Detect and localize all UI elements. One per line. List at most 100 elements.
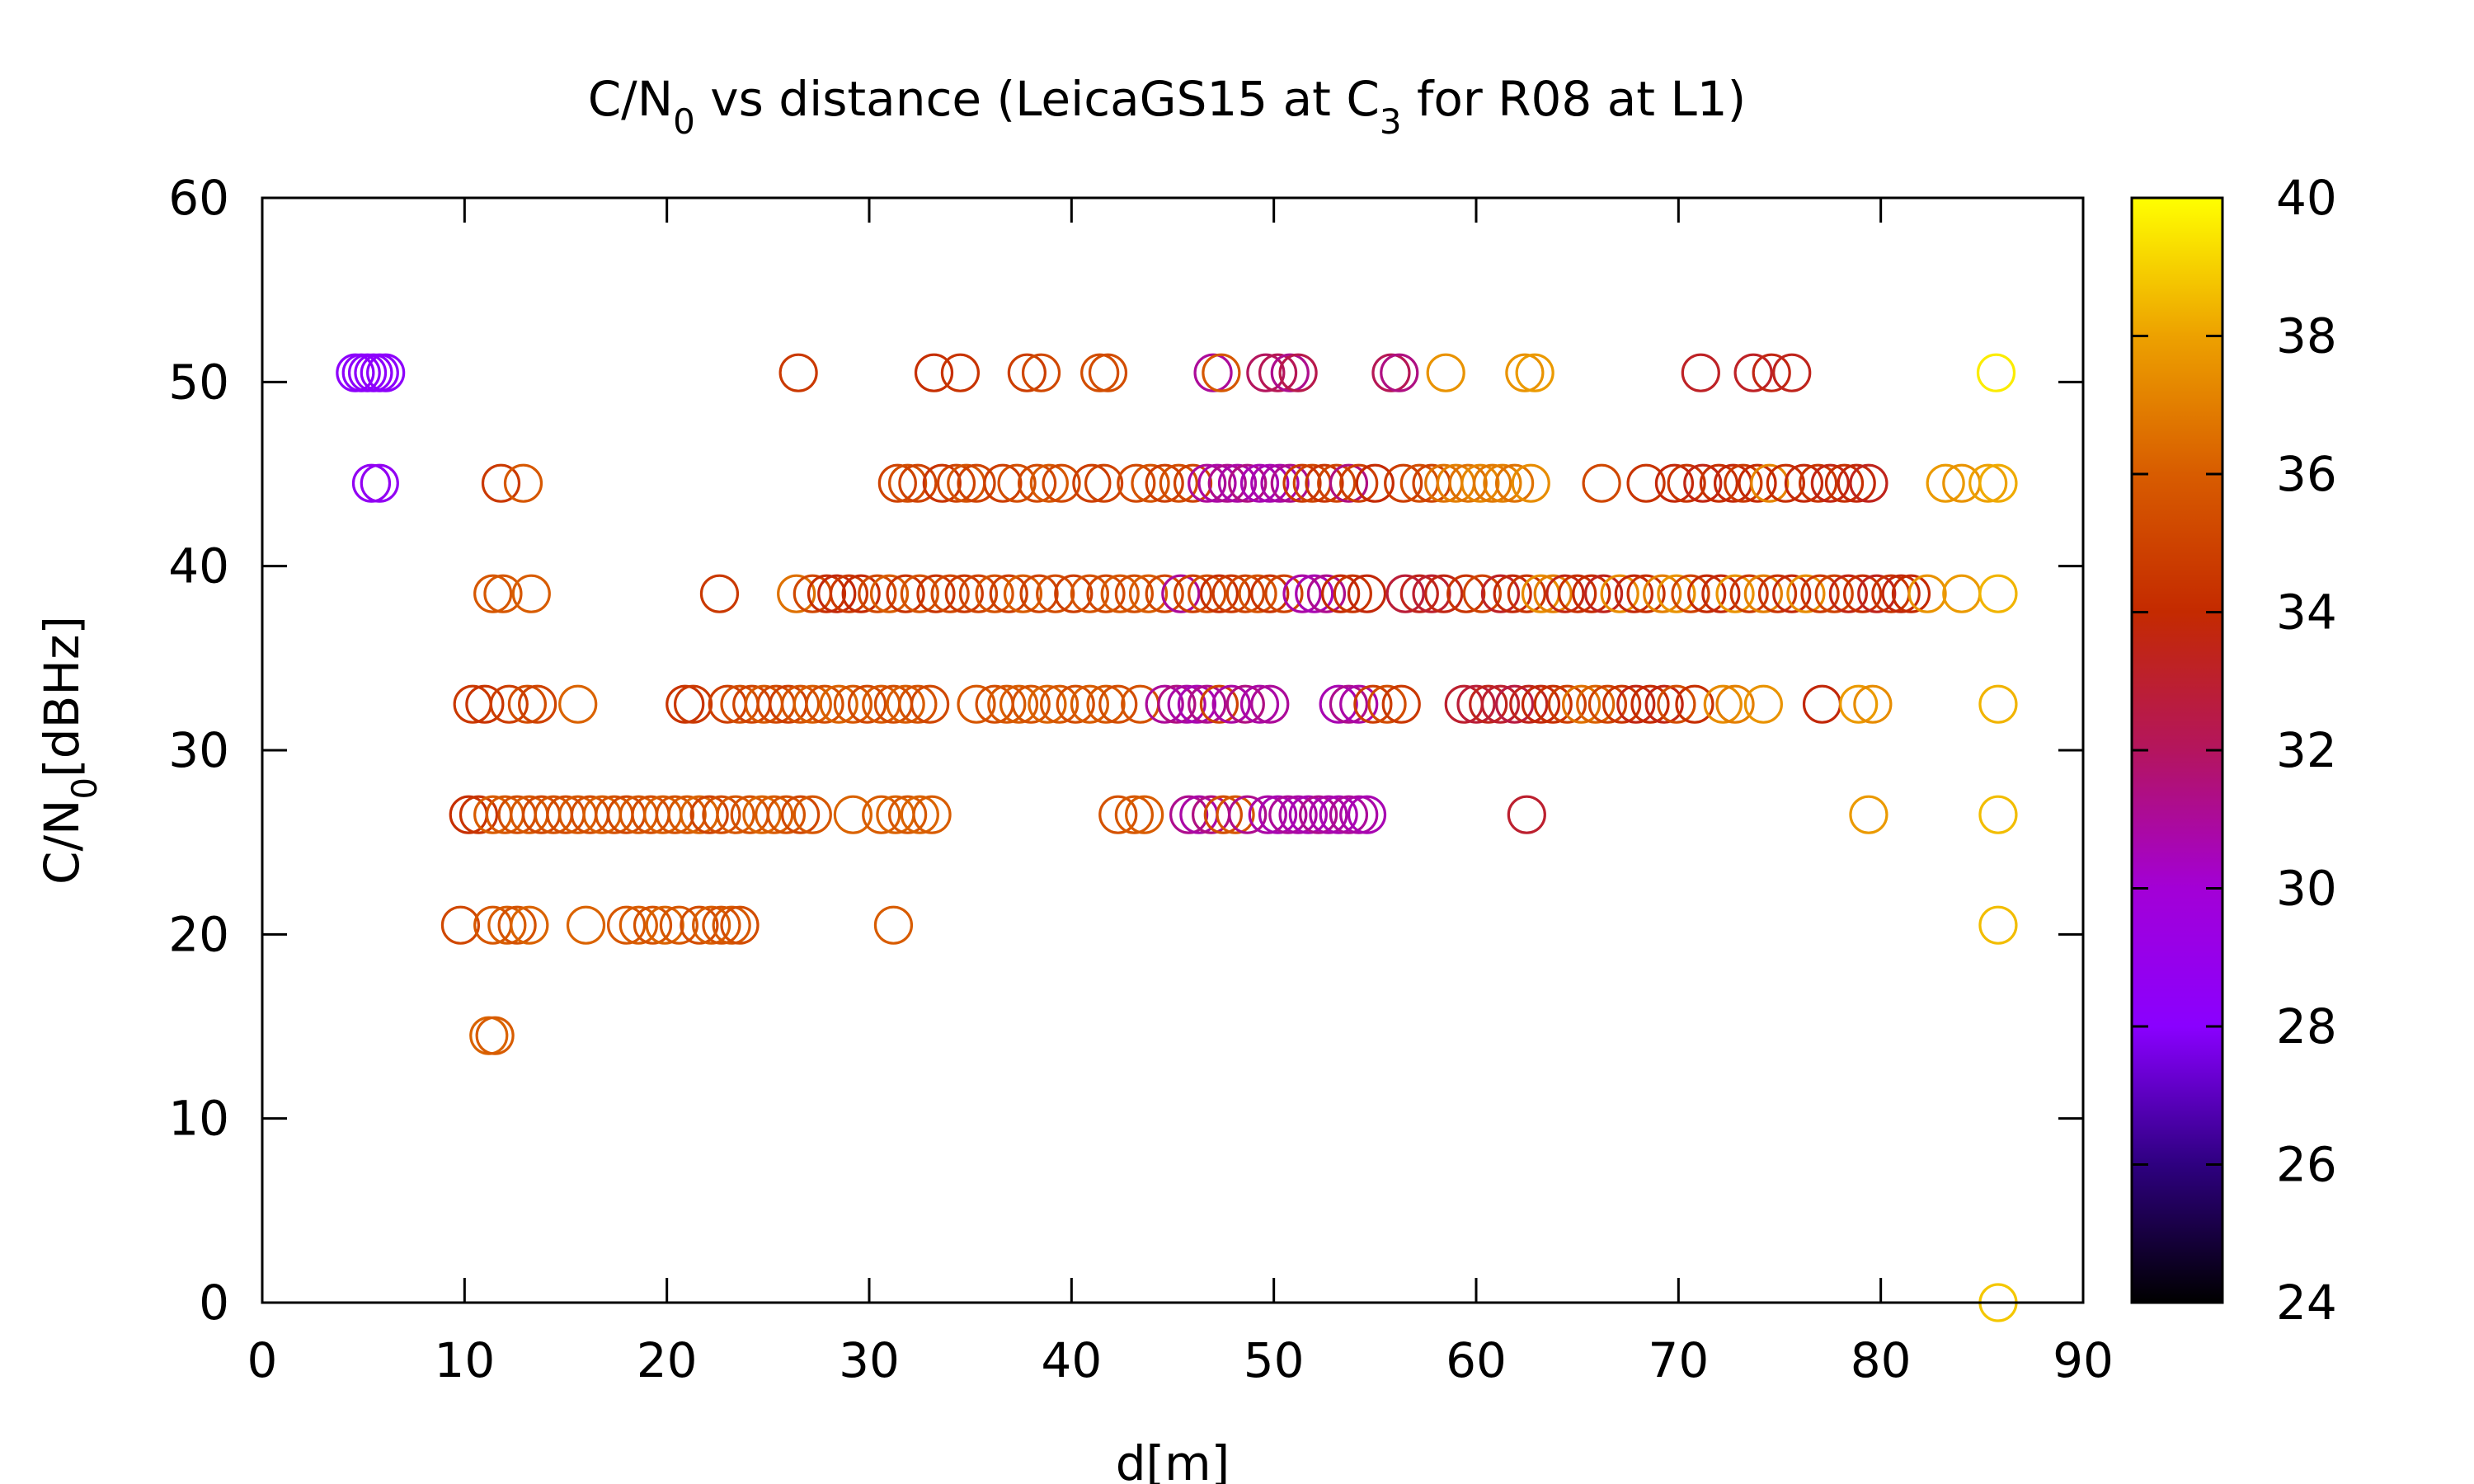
data-point [1036, 574, 1075, 613]
y-tick-label: 0 [199, 1275, 229, 1331]
data-point [1319, 684, 1358, 724]
y-axis: 0 10 20 30 40 50 60 [168, 170, 2083, 1331]
data-point [1042, 463, 1081, 503]
data-point [1630, 684, 1670, 724]
data-point [1070, 684, 1110, 724]
data-point [898, 684, 938, 724]
data-point [1145, 684, 1184, 724]
data-point [1333, 574, 1372, 613]
data-point [1828, 574, 1869, 613]
data-point [1319, 795, 1358, 834]
data-point [914, 353, 954, 392]
x-axis: 0 10 20 30 40 50 60 70 80 90 [247, 198, 2114, 1388]
data-point [1891, 574, 1931, 613]
data-point [1003, 574, 1043, 613]
data-point [1446, 574, 1486, 613]
chart-title: C/N0 vs distance (LeicaGS15 at C3 for R0… [588, 71, 1747, 142]
data-point [1671, 574, 1710, 613]
data-point [1837, 463, 1876, 503]
data-point [766, 795, 807, 834]
data-point [712, 905, 751, 945]
data-point [1849, 463, 1888, 503]
data-point [1347, 574, 1387, 613]
data-point [1278, 353, 1318, 392]
data-point [1587, 684, 1628, 724]
data-point [1339, 795, 1379, 834]
data-point [1814, 574, 1854, 613]
data-point [1614, 574, 1653, 613]
data-point [1086, 574, 1126, 613]
data-point [1329, 463, 1369, 503]
data-point [1199, 684, 1239, 724]
data-point [1824, 463, 1865, 503]
data-point [1199, 574, 1239, 613]
data-point [1507, 795, 1546, 834]
data-point [692, 905, 731, 945]
data-point [1380, 353, 1419, 392]
data-point [755, 795, 794, 834]
data-point [780, 795, 821, 834]
data-point [940, 353, 981, 392]
colorbar-tick-label: 24 [2276, 1275, 2337, 1331]
data-point [1842, 574, 1883, 613]
data-point [1729, 574, 1769, 613]
data-point [503, 463, 543, 503]
data-point [1238, 574, 1277, 613]
data-point [900, 574, 939, 613]
data-point [1264, 574, 1304, 613]
data-point [1533, 684, 1573, 724]
data-point [1978, 905, 2018, 945]
data-point [1131, 463, 1170, 503]
data-point [1173, 574, 1213, 613]
plot-frame [261, 196, 2085, 1304]
data-point [1511, 463, 1550, 503]
data-point [1309, 795, 1348, 834]
data-point [1750, 463, 1790, 503]
data-point [1086, 684, 1126, 724]
y-tick-label: 20 [168, 906, 229, 962]
data-point [1724, 463, 1763, 503]
data-point [680, 905, 719, 945]
data-point [983, 463, 1023, 503]
data-point [1572, 574, 1611, 613]
data-point [1942, 574, 1982, 613]
data-point [1258, 353, 1298, 392]
data-point [1188, 684, 1227, 724]
data-point [1228, 463, 1268, 503]
data-point [999, 684, 1039, 724]
data-point [1766, 463, 1805, 503]
x-tick-label: 70 [1648, 1332, 1709, 1388]
data-point [475, 1016, 515, 1055]
data-point [936, 463, 976, 503]
data-point [1367, 684, 1407, 724]
data-point [1145, 574, 1184, 613]
data-point [1305, 463, 1344, 503]
data-point [1278, 795, 1318, 834]
data-point [1743, 574, 1783, 613]
data-point [558, 684, 598, 724]
data-point [1282, 463, 1322, 503]
data-point [1268, 795, 1308, 834]
data-point [1282, 574, 1322, 613]
data-point [699, 574, 740, 613]
colorbar-tick-label: 40 [2276, 170, 2337, 226]
data-point [1217, 463, 1258, 503]
data-point [1007, 353, 1047, 392]
data-point [1561, 684, 1602, 724]
x-tick-label: 20 [637, 1332, 698, 1388]
data-point [720, 905, 760, 945]
colorbar-tick-label: 28 [2276, 998, 2337, 1054]
data-point [1533, 574, 1573, 613]
data-point [1070, 574, 1110, 613]
data-point [1080, 353, 1120, 392]
data-point [1339, 684, 1379, 724]
data-point [1329, 684, 1369, 724]
y-tick-label: 60 [168, 170, 229, 226]
data-point [957, 684, 996, 724]
data-point [1355, 463, 1395, 503]
data-point [459, 795, 499, 834]
data-point [1128, 574, 1169, 613]
data-point [1480, 684, 1521, 724]
data-point [1738, 463, 1777, 503]
data-point [1703, 684, 1743, 724]
